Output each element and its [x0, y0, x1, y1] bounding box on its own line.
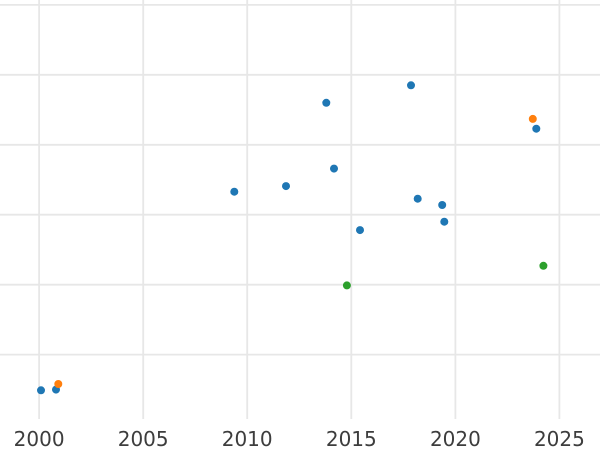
scatter-point-orange — [54, 380, 63, 388]
scatter-point-green — [342, 281, 351, 290]
scatter-point-blue — [440, 217, 449, 226]
scatter-point-blue — [37, 386, 45, 395]
scatter-point-blue — [532, 124, 541, 133]
scatter-point-blue — [413, 194, 422, 203]
x-tick-label: 2025 — [534, 427, 585, 450]
scatter-point-blue — [322, 98, 331, 107]
x-tick-label: 2005 — [118, 427, 169, 450]
scatter-point-blue — [282, 182, 290, 191]
x-tick-label: 2015 — [326, 427, 377, 450]
scatter-point-blue — [330, 164, 338, 173]
scatter-point-orange — [528, 114, 537, 123]
scatter-point-blue — [407, 81, 415, 90]
scatter-point-blue — [230, 187, 239, 196]
scatter-point-green — [539, 261, 548, 270]
scatter-point-blue — [438, 201, 447, 209]
x-tick-label: 2020 — [430, 427, 481, 450]
x-tick-label: 2010 — [222, 427, 273, 450]
scatter-point-blue — [356, 226, 364, 235]
x-tick-label: 2000 — [14, 427, 65, 450]
